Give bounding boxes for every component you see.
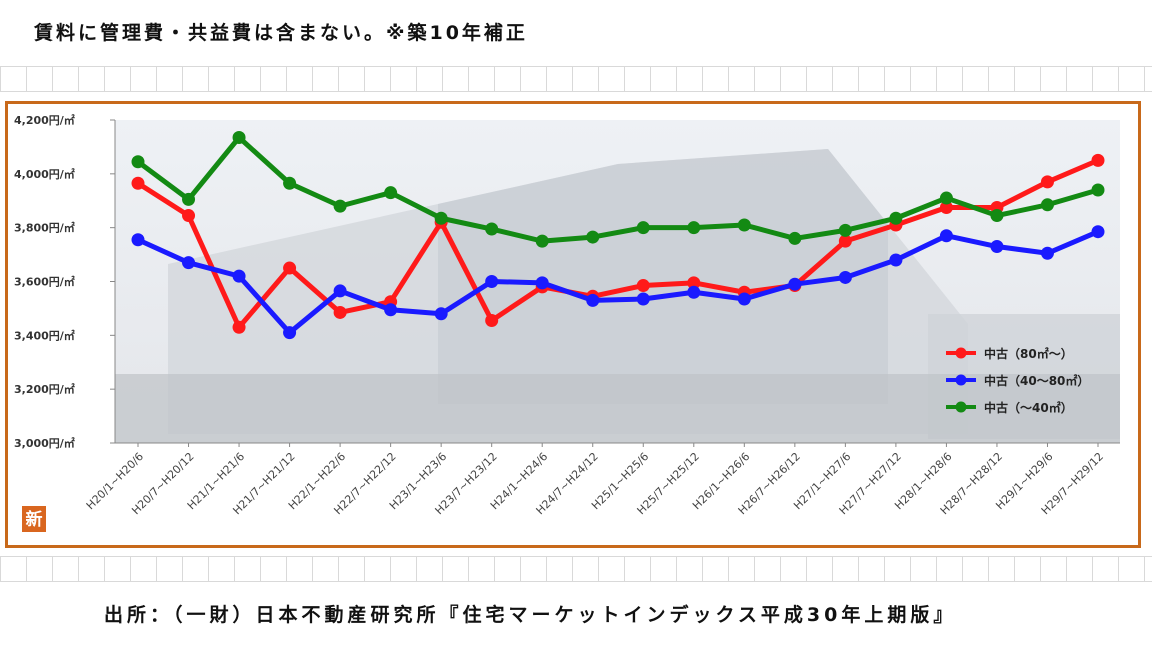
data-point [889, 211, 903, 225]
data-point [333, 305, 347, 319]
data-point [1040, 246, 1054, 260]
data-point [1091, 183, 1105, 197]
plot-background [115, 120, 1120, 443]
legend-swatch-dot [955, 347, 967, 359]
data-point [990, 209, 1004, 223]
data-point [939, 229, 953, 243]
series-line [135, 229, 1101, 336]
data-point [687, 276, 701, 290]
y-axis: 3,000円/㎡ 3,200円/㎡ 3,400円/㎡ 3,600円/㎡ 3,800円/㎡… [14, 113, 116, 450]
data-point [535, 276, 549, 290]
series-line [135, 157, 1101, 330]
data-point [737, 292, 751, 306]
data-point [737, 218, 751, 232]
data-point [182, 192, 196, 206]
data-point [182, 256, 196, 270]
data-point [535, 234, 549, 248]
data-point [232, 130, 246, 144]
new-badge-box [22, 506, 46, 532]
data-point [434, 307, 448, 321]
data-point [838, 223, 852, 237]
data-point [1040, 175, 1054, 189]
y-tick-label: 3,200円/㎡ [14, 382, 75, 396]
data-point [990, 240, 1004, 254]
data-point [636, 292, 650, 306]
data-point [838, 234, 852, 248]
legend: 中古（80㎡～） 中古（40～80㎡） 中古（～40㎡） [946, 346, 1089, 415]
grid-band-bottom [0, 556, 1152, 582]
data-point [232, 269, 246, 283]
x-axis: H20/1~H20/6H20/7~H20/12H21/1~H21/6H21/7~… [84, 442, 1120, 517]
data-point [1040, 198, 1054, 212]
new-badge: 新 [22, 506, 46, 532]
data-point [788, 277, 802, 291]
data-point [333, 199, 347, 213]
data-point [485, 222, 499, 236]
data-point [131, 155, 145, 169]
data-point [232, 320, 246, 334]
series-2 [131, 130, 1105, 248]
data-point [939, 200, 953, 214]
legend-swatch-dot [955, 374, 967, 386]
y-tick-label: 4,200円/㎡ [14, 113, 75, 127]
data-point [889, 253, 903, 267]
data-point [636, 221, 650, 235]
legend-label: 中古（～40㎡） [984, 400, 1073, 415]
data-point [788, 231, 802, 245]
data-point [1091, 153, 1105, 167]
legend-label: 中古（80㎡～） [984, 346, 1073, 361]
data-point [485, 314, 499, 328]
data-point [131, 176, 145, 190]
data-point [838, 270, 852, 284]
data-point [182, 209, 196, 223]
data-point [384, 303, 398, 317]
line-chart: 3,000円/㎡ 3,200円/㎡ 3,400円/㎡ 3,600円/㎡ 3,800円/㎡… [14, 113, 1120, 532]
y-tick-label: 3,600円/㎡ [14, 275, 75, 289]
chart-frame: 3,000円/㎡ 3,200円/㎡ 3,400円/㎡ 3,600円/㎡ 3,800円/㎡… [5, 101, 1141, 548]
data-point [687, 221, 701, 235]
data-point [333, 284, 347, 298]
legend-label: 中古（40～80㎡） [984, 373, 1089, 388]
y-tick-label: 4,000円/㎡ [14, 167, 75, 181]
data-point [687, 285, 701, 299]
data-point [636, 279, 650, 293]
data-point [283, 176, 297, 190]
data-point [485, 275, 499, 288]
y-tick-label: 3,800円/㎡ [14, 221, 75, 235]
data-point [586, 293, 600, 307]
grid-band-top [0, 66, 1152, 92]
data-point [586, 230, 600, 244]
data-point [434, 211, 448, 225]
page-title: 賃料に管理費・共益費は含まない。※築10年補正 [34, 22, 528, 44]
source-note: 出所：（一財）日本不動産研究所『住宅マーケットインデックス平成30年上期版』 [104, 604, 957, 626]
y-tick-label: 3,000円/㎡ [14, 436, 75, 450]
series-1 [131, 225, 1105, 340]
series-layer [131, 130, 1105, 340]
data-point [1091, 225, 1105, 239]
series-line [135, 134, 1101, 244]
new-badge-label: 新 [26, 509, 43, 530]
legend-swatch-dot [955, 401, 967, 413]
data-point [384, 186, 398, 200]
data-point [131, 233, 145, 247]
data-point [939, 191, 953, 205]
data-point [283, 326, 297, 340]
y-tick-label: 3,400円/㎡ [14, 328, 75, 342]
data-point [283, 261, 297, 275]
